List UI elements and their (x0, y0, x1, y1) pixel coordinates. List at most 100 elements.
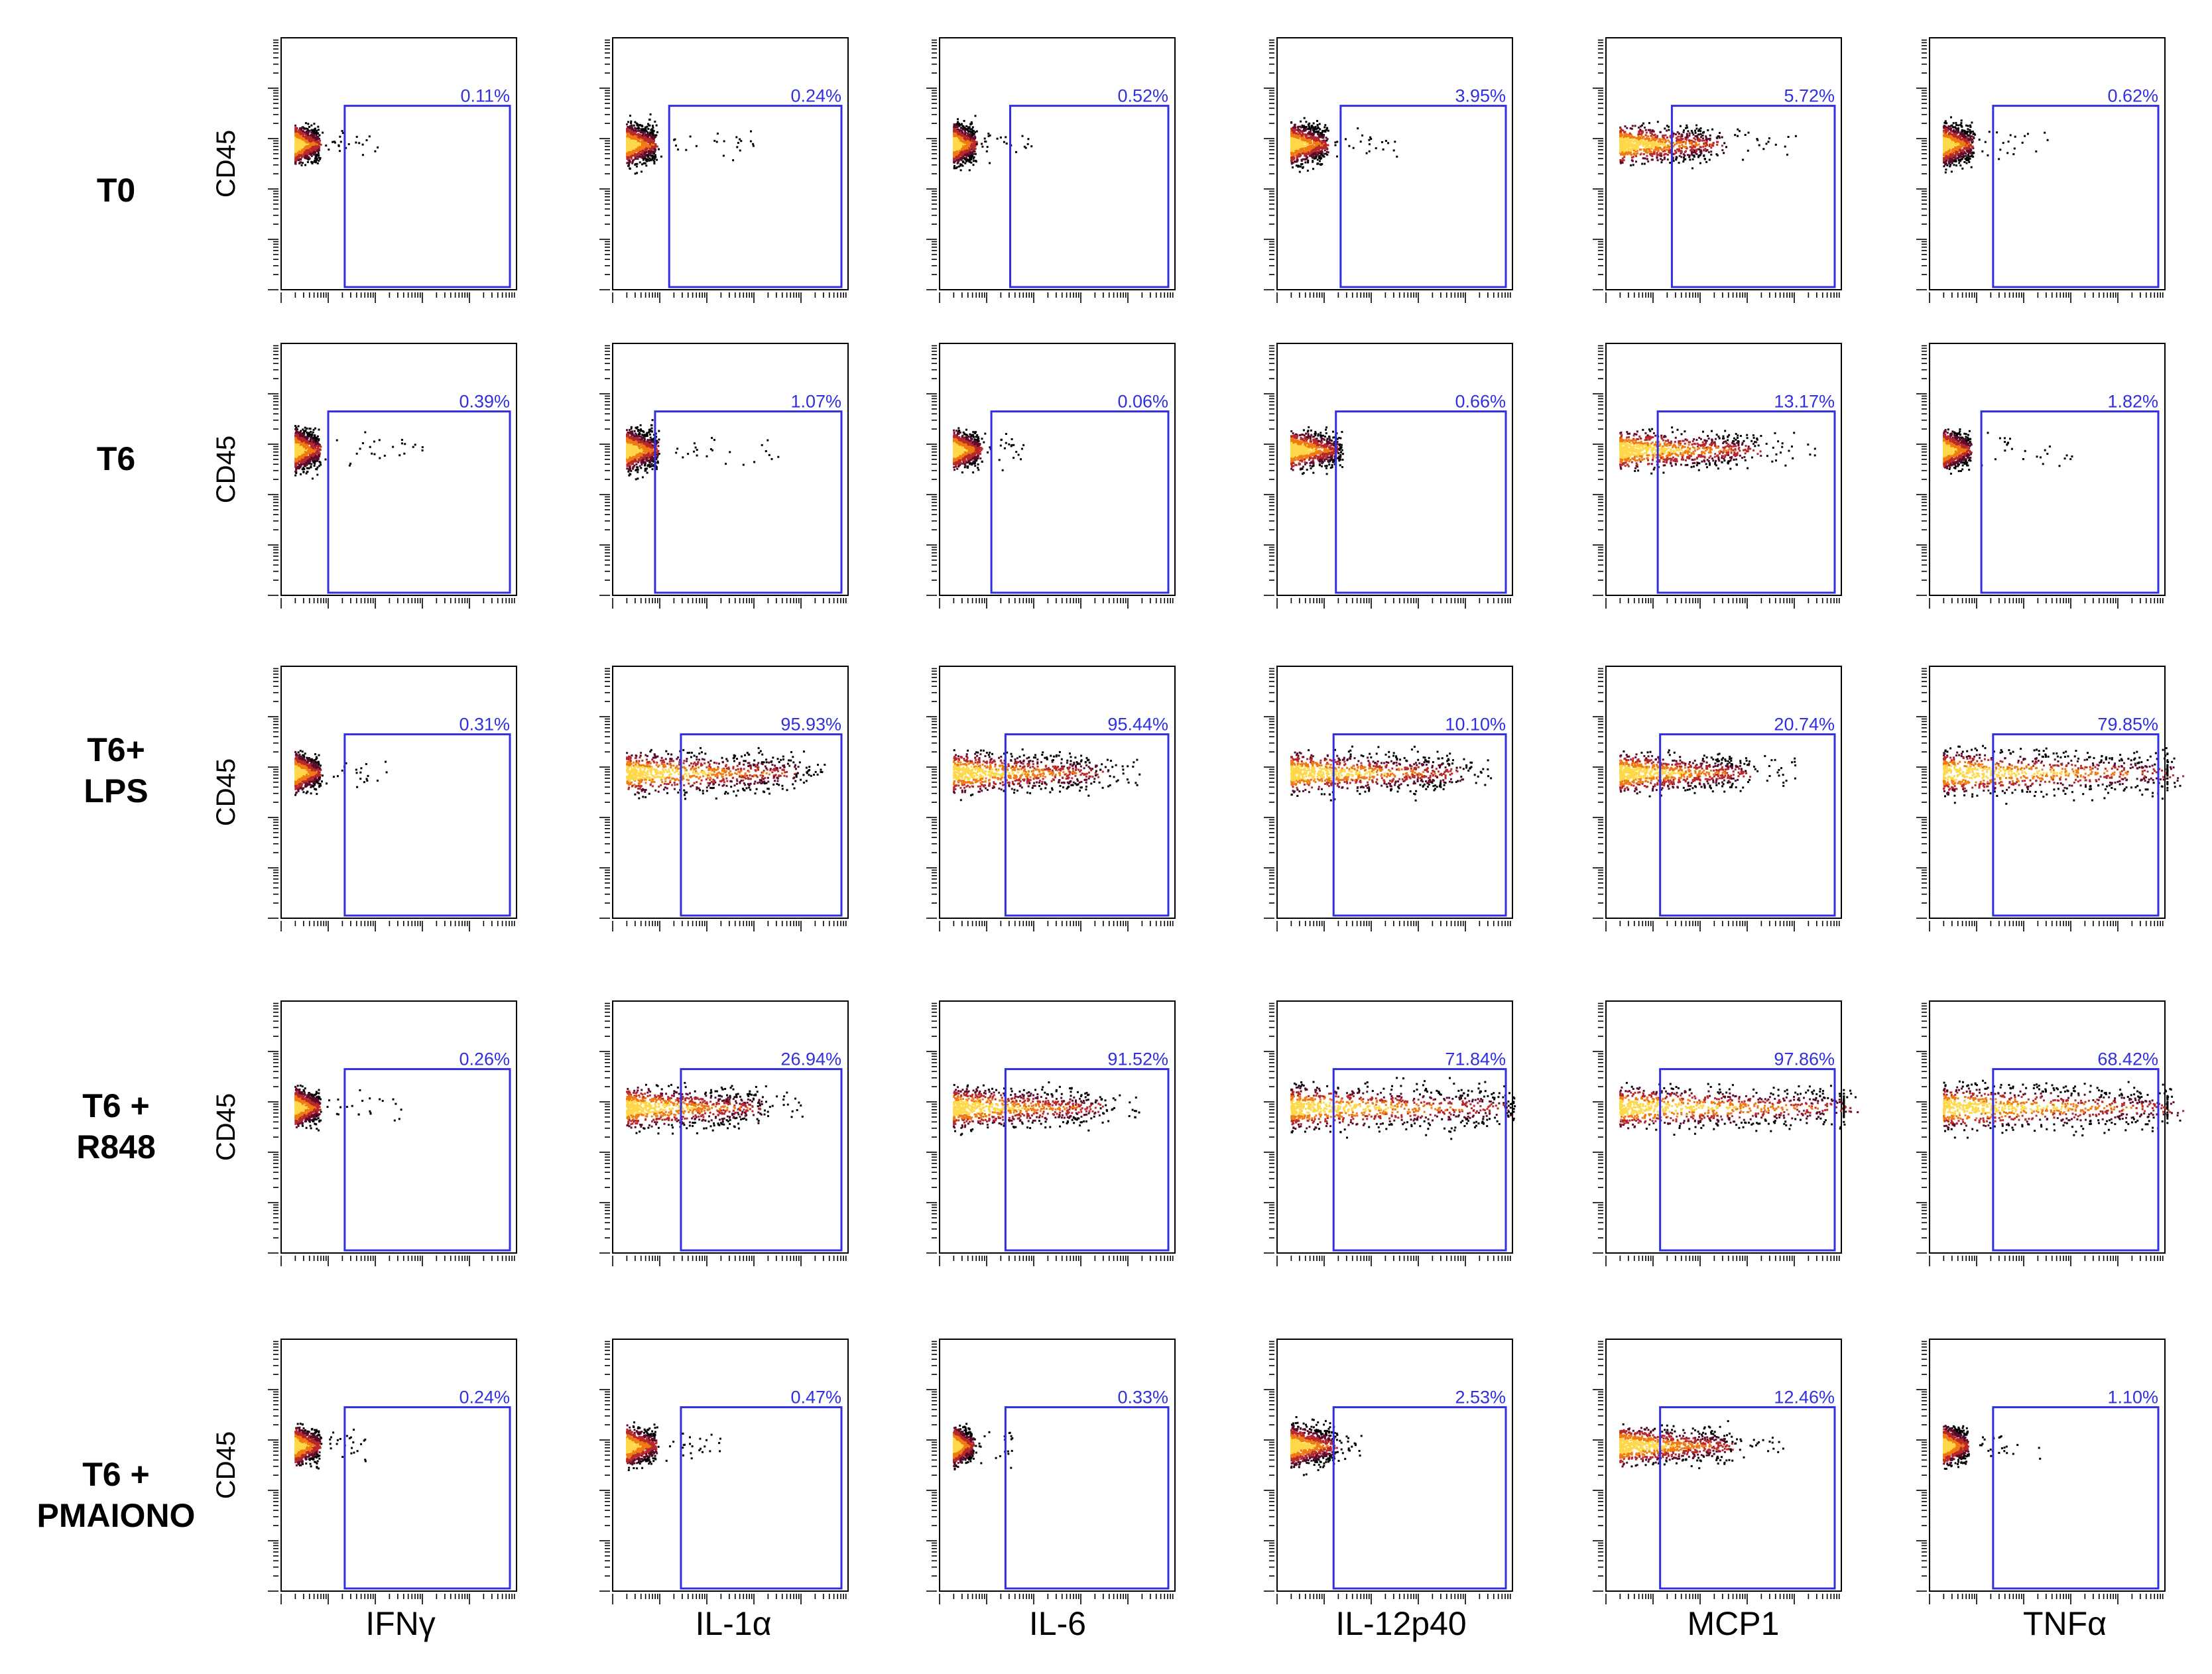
event-dot (1300, 148, 1302, 150)
event-dot (958, 139, 961, 142)
event-dot (1675, 158, 1678, 161)
event-dot (294, 150, 297, 153)
event-dot (645, 137, 648, 140)
event-dot (1632, 141, 1635, 143)
event-dot (1294, 147, 1297, 150)
event-dot (1707, 138, 1710, 141)
event-dot (646, 141, 649, 144)
event-dot (307, 143, 309, 146)
event-dot (368, 135, 371, 138)
event-dot (1302, 129, 1305, 132)
event-dot (1658, 147, 1661, 149)
event-dot (736, 146, 739, 149)
event-dot (316, 142, 318, 145)
event-dot (1321, 144, 1323, 147)
event-dot (294, 158, 297, 161)
column-label-il12p40: IL-12p40 (1262, 1604, 1540, 1643)
event-dot (642, 144, 645, 147)
event-dot (626, 123, 628, 126)
event-dot (970, 121, 973, 123)
event-dot (1688, 154, 1691, 156)
event-dot (637, 150, 639, 152)
event-dot (635, 145, 637, 147)
event-dot (1619, 146, 1622, 149)
event-dot (652, 133, 654, 135)
event-dot (632, 150, 634, 152)
event-dot (316, 143, 318, 146)
event-dot (314, 138, 317, 141)
event-dot (1707, 129, 1709, 131)
event-dot (1307, 145, 1310, 148)
event-dot (304, 132, 306, 135)
event-dot (739, 138, 741, 141)
event-dot (1685, 141, 1688, 143)
event-dot (1303, 117, 1306, 119)
event-dot (294, 124, 296, 127)
event-dot (958, 130, 961, 133)
event-dot (634, 153, 637, 155)
event-dot (306, 150, 309, 152)
event-dot (957, 144, 959, 147)
event-dot (642, 141, 645, 144)
event-dot (1294, 129, 1296, 132)
event-dot (961, 135, 964, 137)
event-dot (1643, 162, 1646, 165)
event-dot (954, 160, 957, 162)
event-dot (1026, 143, 1029, 145)
event-dot (1666, 125, 1668, 127)
event-dot (633, 124, 635, 127)
event-dot (953, 160, 955, 163)
event-dot (1656, 143, 1658, 145)
event-dot (648, 157, 651, 160)
event-dot (649, 141, 652, 143)
event-dot (959, 145, 961, 147)
event-dot (1293, 156, 1296, 159)
event-dot (953, 164, 955, 167)
event-dot (971, 123, 973, 125)
event-dot (1635, 152, 1638, 155)
event-dot (638, 124, 641, 127)
event-dot (650, 159, 652, 162)
event-dot (1291, 137, 1294, 139)
event-dot (1300, 165, 1302, 168)
event-dot (1676, 156, 1678, 159)
event-dot (958, 146, 961, 149)
event-dot (1717, 141, 1719, 143)
event-dot (953, 130, 956, 133)
event-dot (635, 135, 638, 138)
event-dot (626, 140, 629, 143)
event-dot (974, 147, 977, 150)
event-dot (1687, 154, 1689, 156)
event-dot (312, 149, 314, 151)
event-dot (971, 128, 973, 131)
event-dot (1669, 162, 1672, 164)
event-dot (1705, 139, 1707, 141)
event-dot (1357, 127, 1359, 130)
event-dot (1311, 133, 1314, 135)
event-dot (971, 141, 974, 143)
event-dot (1691, 158, 1694, 160)
event-dot (645, 149, 648, 151)
event-dot (310, 145, 313, 147)
event-dot (628, 154, 631, 156)
event-dot (628, 147, 631, 149)
event-dot (1294, 151, 1296, 154)
event-dots (294, 122, 379, 166)
gate-box (1339, 105, 1507, 288)
event-dot (1623, 156, 1626, 158)
event-dot (1312, 154, 1314, 156)
event-dot (964, 131, 967, 134)
event-dot (308, 145, 311, 147)
event-dot (313, 132, 316, 135)
event-dot (964, 147, 967, 150)
event-dot (970, 155, 973, 158)
event-dot (1660, 152, 1662, 155)
event-dot (956, 126, 959, 129)
event-dot (294, 157, 297, 160)
event-dot (654, 145, 657, 147)
event-dot (302, 130, 304, 133)
event-dot (654, 146, 656, 149)
event-dot (628, 161, 631, 164)
event-dot (1297, 148, 1300, 150)
event-dot (1680, 137, 1682, 140)
